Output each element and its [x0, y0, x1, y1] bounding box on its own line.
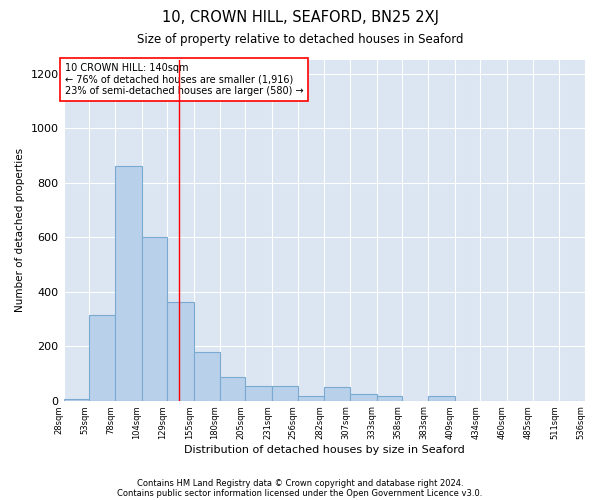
Bar: [350, 394, 377, 400]
Bar: [428, 396, 455, 400]
Bar: [89, 315, 115, 400]
Text: Contains HM Land Registry data © Crown copyright and database right 2024.: Contains HM Land Registry data © Crown c…: [137, 478, 463, 488]
Bar: [245, 386, 272, 400]
Y-axis label: Number of detached properties: Number of detached properties: [15, 148, 25, 312]
Text: Size of property relative to detached houses in Seaford: Size of property relative to detached ho…: [137, 32, 463, 46]
Bar: [298, 396, 324, 400]
X-axis label: Distribution of detached houses by size in Seaford: Distribution of detached houses by size …: [184, 445, 464, 455]
Text: 10 CROWN HILL: 140sqm
← 76% of detached houses are smaller (1,916)
23% of semi-d: 10 CROWN HILL: 140sqm ← 76% of detached …: [65, 62, 303, 96]
Bar: [324, 387, 350, 400]
Bar: [272, 386, 298, 400]
Bar: [377, 396, 402, 400]
Bar: [194, 352, 220, 401]
Bar: [115, 166, 142, 400]
Text: 10, CROWN HILL, SEAFORD, BN25 2XJ: 10, CROWN HILL, SEAFORD, BN25 2XJ: [161, 10, 439, 25]
Bar: [220, 378, 245, 400]
Bar: [142, 237, 167, 400]
Bar: [167, 302, 194, 400]
Text: Contains public sector information licensed under the Open Government Licence v3: Contains public sector information licen…: [118, 488, 482, 498]
Bar: [64, 399, 89, 400]
